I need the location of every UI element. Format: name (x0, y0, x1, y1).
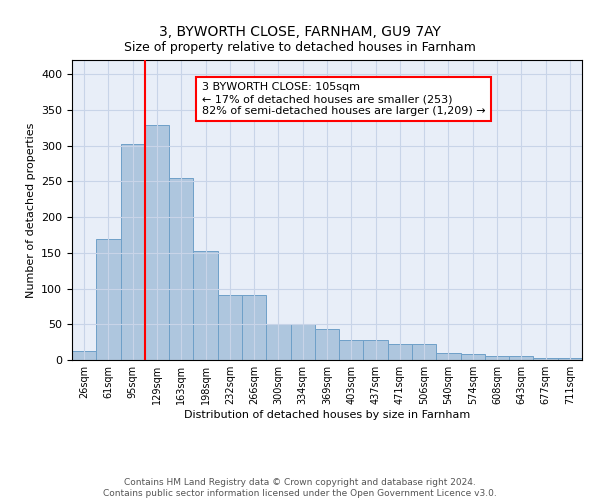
Bar (218, 295, 242, 360)
Text: Contains HM Land Registry data © Crown copyright and database right 2024.
Contai: Contains HM Land Registry data © Crown c… (103, 478, 497, 498)
Bar (364, 340, 388, 360)
Bar (145, 125, 169, 360)
Bar (242, 295, 266, 360)
Bar (290, 324, 315, 360)
Y-axis label: Number of detached properties: Number of detached properties (26, 122, 35, 298)
Bar (558, 358, 582, 360)
Bar (96, 238, 121, 360)
Bar (169, 178, 193, 360)
Text: 3 BYWORTH CLOSE: 105sqm
← 17% of detached houses are smaller (253)
82% of semi-d: 3 BYWORTH CLOSE: 105sqm ← 17% of detache… (202, 82, 485, 116)
Bar (461, 354, 485, 360)
X-axis label: Distribution of detached houses by size in Farnham: Distribution of detached houses by size … (184, 410, 470, 420)
Bar (266, 324, 290, 360)
Bar (412, 344, 436, 360)
Bar (193, 252, 218, 360)
Bar (509, 356, 533, 360)
Bar (339, 340, 364, 360)
Text: 3, BYWORTH CLOSE, FARNHAM, GU9 7AY: 3, BYWORTH CLOSE, FARNHAM, GU9 7AY (159, 26, 441, 40)
Bar (388, 344, 412, 360)
Bar (436, 353, 461, 360)
Bar (485, 356, 509, 360)
Bar (72, 350, 96, 360)
Text: Size of property relative to detached houses in Farnham: Size of property relative to detached ho… (124, 41, 476, 54)
Bar (315, 330, 339, 360)
Bar (533, 358, 558, 360)
Bar (121, 144, 145, 360)
